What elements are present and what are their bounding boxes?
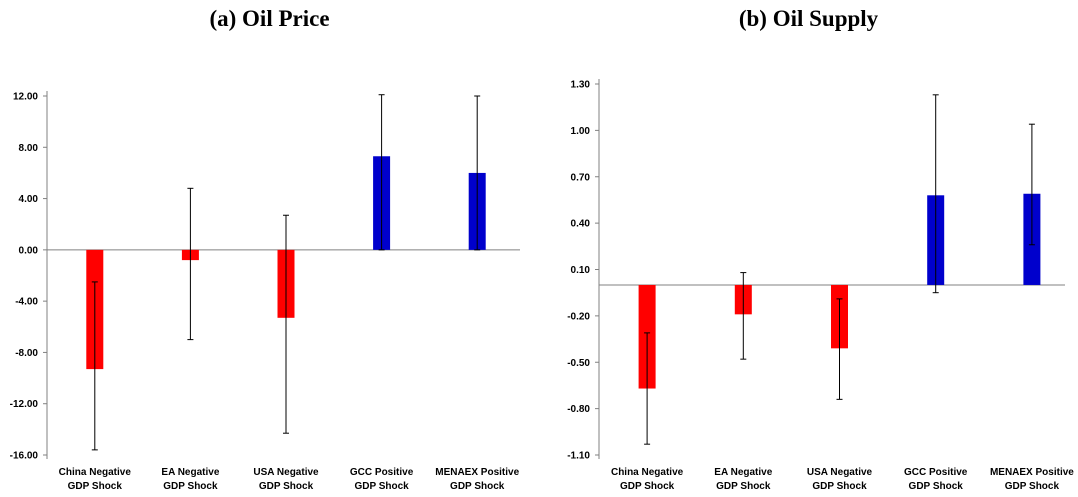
panel-b-y-tick-label: 1.00	[571, 126, 591, 137]
panel-b-y-tick-label: -0.80	[567, 404, 590, 415]
panel-a-category-label: GDP Shock	[450, 481, 505, 492]
panel-b-y-tick-label: 0.10	[571, 265, 591, 276]
panel-a-y-tick-label: 4.00	[19, 194, 39, 205]
panel-a-category-label: China Negative	[59, 467, 132, 478]
panel-a-y-tick-label: -16.00	[10, 451, 39, 462]
panel-b-y-tick-label: 0.40	[571, 219, 591, 230]
panel-b-y-tick-label: -1.10	[567, 451, 590, 462]
panel-a-y-tick-label: 0.00	[19, 245, 39, 256]
panel-b-y-tick-label: -0.50	[567, 358, 590, 369]
panel-b-category-label: GDP Shock	[620, 481, 675, 492]
panel-b-category-label: GDP Shock	[716, 481, 771, 492]
panel-b-category-label: China Negative	[611, 467, 684, 478]
panel-b-y-tick-label: 1.30	[571, 80, 591, 91]
panel-a-y-tick-label: 8.00	[19, 143, 39, 154]
panel-b-category-label: GDP Shock	[909, 481, 964, 492]
panel-b-category-label: GCC Positive	[904, 467, 968, 478]
panel-a-title: (a) Oil Price	[209, 6, 330, 31]
panel-b-y-tick-label: 0.70	[571, 172, 591, 183]
panel-b-y-tick-label: -0.20	[567, 311, 590, 322]
panel-b-category-label: GDP Shock	[1005, 481, 1060, 492]
panel-a-y-tick-label: 12.00	[13, 92, 38, 103]
panel-a-y-tick-label: -12.00	[10, 399, 39, 410]
panel-a-category-label: GDP Shock	[68, 481, 123, 492]
panel-b-category-label: MENAEX Positive	[990, 467, 1074, 478]
panel-a-category-label: GDP Shock	[259, 481, 314, 492]
panel-b-category-label: EA Negative	[714, 467, 772, 478]
panel-b-category-label: USA Negative	[807, 467, 873, 478]
panel-a-category-label: MENAEX Positive	[435, 467, 519, 478]
panel-a-category-label: EA Negative	[161, 467, 219, 478]
panel-a-category-label: GDP Shock	[163, 481, 218, 492]
panel-a-category-label: GDP Shock	[354, 481, 409, 492]
panel-a-category-label: USA Negative	[253, 467, 319, 478]
panel-b-title: (b) Oil Supply	[738, 6, 879, 31]
panel-b-category-label: GDP Shock	[812, 481, 867, 492]
panel-a-y-tick-label: -8.00	[15, 348, 38, 359]
panel-a-y-tick-label: -4.00	[15, 297, 38, 308]
panel-a-category-label: GCC Positive	[350, 467, 414, 478]
